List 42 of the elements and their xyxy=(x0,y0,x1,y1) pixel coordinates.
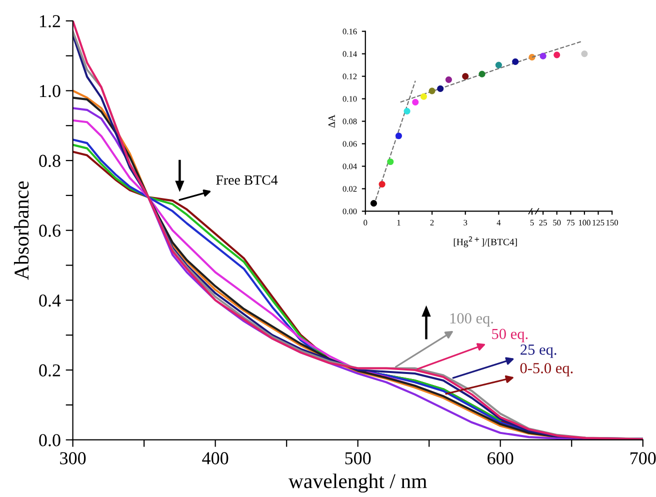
y-axis-title: ΔA xyxy=(328,114,335,128)
y-tick-label: 0.14 xyxy=(342,51,357,57)
annotation: Free BTC4 xyxy=(216,175,278,185)
x-tick-label: 400 xyxy=(202,452,228,464)
x-axis-title: [Hg$^{2+}$]/[BTC4] xyxy=(454,236,517,248)
x-tick-label: 4 xyxy=(496,220,501,226)
x-tick-label: 100 xyxy=(578,220,590,226)
y-tick-label: 0.10 xyxy=(342,96,357,102)
annotation: 50 eq. xyxy=(492,328,528,342)
y-tick-label: 1.2 xyxy=(40,15,60,28)
y-tick-label: 0.8 xyxy=(39,154,60,168)
x-axis-title: wavelenght / nm xyxy=(288,474,427,493)
y-tick-label: 0.06 xyxy=(342,141,357,147)
annotation: 25 eq. xyxy=(520,344,556,358)
x-tick-label: 0 xyxy=(364,220,368,226)
y-tick-label: 0.0 xyxy=(39,434,60,446)
y-tick-label: 0.04 xyxy=(342,164,357,170)
x-tick-label: 300 xyxy=(60,452,86,464)
y-tick-label: 0.2 xyxy=(39,364,60,377)
y-tick-label: 0.6 xyxy=(39,224,60,237)
x-tick-label: 1 xyxy=(397,220,400,226)
x-tick-label: 75 xyxy=(567,220,574,226)
x-tick-label: 2 xyxy=(430,220,434,226)
x-tick-label: 700 xyxy=(630,452,656,464)
x-tick-label: 50 xyxy=(553,220,561,226)
annotation: 0-5.0 eq. xyxy=(520,362,573,376)
y-tick-label: 0.00 xyxy=(342,208,357,214)
annotation: 100 eq. xyxy=(450,313,493,327)
y-tick-label: 1.0 xyxy=(40,84,60,98)
y-tick-label: 0.12 xyxy=(342,74,357,80)
y-tick-label: 0.16 xyxy=(342,28,357,34)
x-tick-label: 150 xyxy=(606,220,618,226)
x-tick-label: 25 xyxy=(539,220,547,226)
x-tick-label: 500 xyxy=(345,452,371,464)
x-tick-label: 3 xyxy=(464,220,468,226)
y-tick-label: 0.02 xyxy=(342,186,357,192)
x-tick-label: 125 xyxy=(592,220,604,226)
x-tick-label: 5 xyxy=(530,220,534,226)
y-tick-label: 0.4 xyxy=(39,294,61,307)
y-tick-label: 0.08 xyxy=(342,118,357,124)
y-axis-title: Absorbance xyxy=(14,181,29,280)
x-tick-label: 600 xyxy=(488,452,514,464)
